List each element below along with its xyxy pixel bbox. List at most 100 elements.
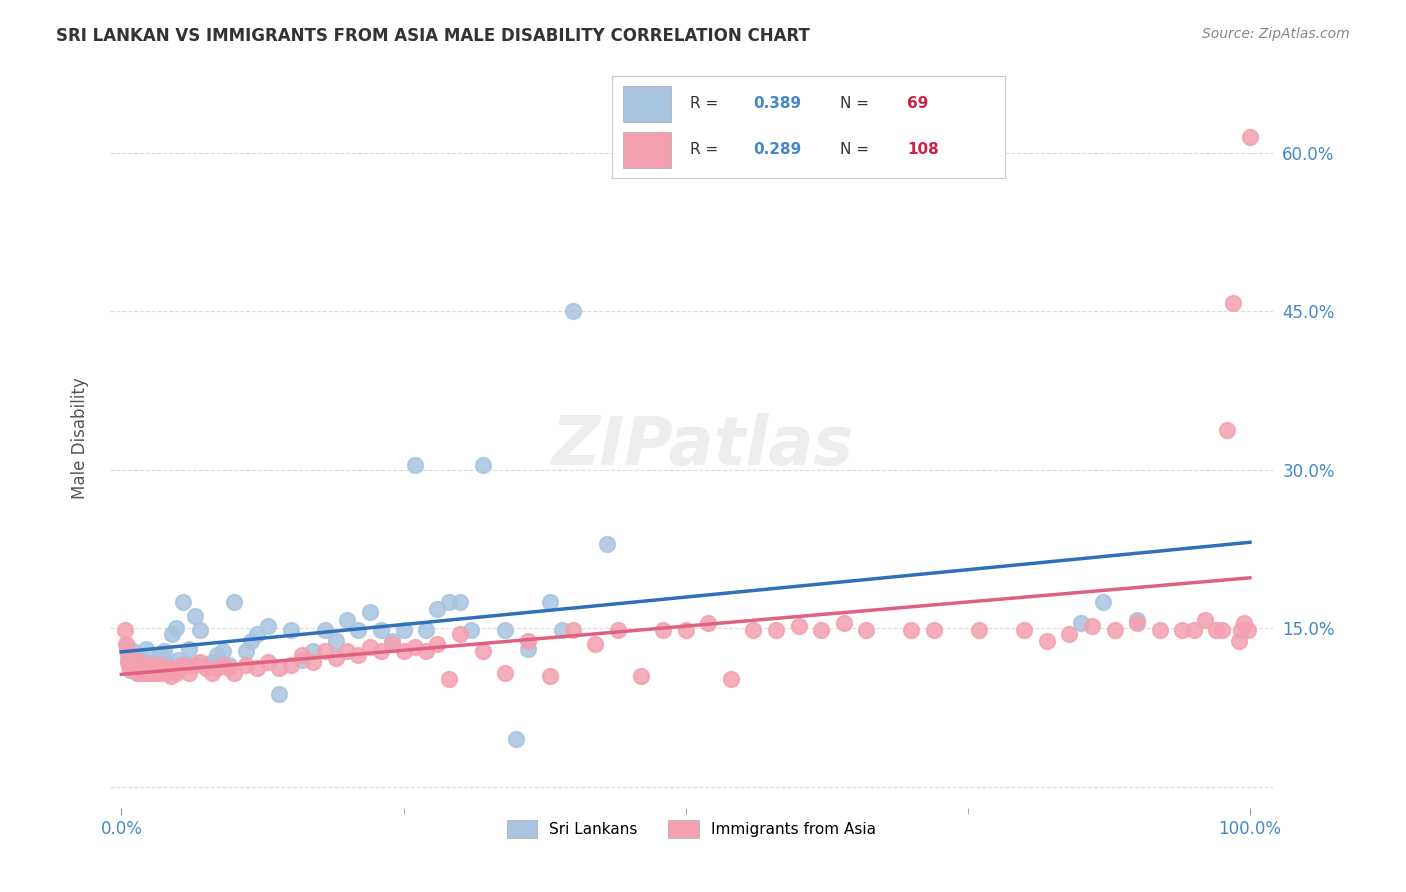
Point — [269, 661, 291, 675]
Point — [120, 664, 142, 678]
Point — [336, 644, 359, 658]
FancyBboxPatch shape — [623, 132, 671, 168]
Point — [128, 655, 150, 669]
Point — [143, 661, 166, 675]
Point — [1059, 626, 1081, 640]
Point — [183, 608, 205, 623]
Point — [124, 658, 146, 673]
Point — [381, 637, 404, 651]
Text: Source: ZipAtlas.com: Source: ZipAtlas.com — [1202, 27, 1350, 41]
Point — [269, 687, 291, 701]
Point — [246, 661, 269, 675]
Point — [1092, 595, 1115, 609]
Text: ZIPatlas: ZIPatlas — [553, 413, 853, 479]
Point — [900, 624, 922, 638]
Point — [160, 626, 183, 640]
Point — [138, 665, 160, 680]
Text: 0.289: 0.289 — [754, 142, 801, 157]
Point — [143, 655, 166, 669]
Point — [437, 595, 460, 609]
Point — [404, 640, 426, 655]
Point — [550, 624, 572, 638]
Point — [1205, 624, 1227, 638]
Point — [1104, 624, 1126, 638]
Point — [132, 661, 155, 675]
Y-axis label: Male Disability: Male Disability — [72, 377, 89, 499]
Point — [146, 665, 169, 680]
Point — [201, 655, 224, 669]
Point — [460, 624, 482, 638]
Point — [314, 644, 336, 658]
Point — [257, 619, 280, 633]
Point — [128, 655, 150, 669]
Point — [120, 661, 142, 675]
Point — [370, 644, 392, 658]
Point — [561, 624, 583, 638]
Point — [742, 624, 765, 638]
Point — [291, 653, 314, 667]
Point — [121, 653, 143, 667]
Point — [1222, 296, 1244, 310]
Point — [1227, 633, 1250, 648]
FancyBboxPatch shape — [623, 87, 671, 122]
Point — [129, 661, 152, 675]
Point — [190, 655, 212, 669]
Point — [1236, 624, 1258, 638]
Point — [314, 624, 336, 638]
Point — [121, 655, 143, 669]
Point — [471, 644, 494, 658]
Point — [142, 665, 165, 680]
Point — [155, 665, 177, 680]
Point — [280, 624, 302, 638]
Point — [1070, 615, 1092, 630]
Text: N =: N = — [839, 96, 873, 111]
Point — [218, 658, 240, 673]
Point — [195, 661, 218, 675]
Point — [172, 658, 194, 673]
Point — [583, 637, 606, 651]
Point — [1182, 624, 1205, 638]
Point — [157, 658, 180, 673]
Point — [426, 637, 449, 651]
Point — [392, 644, 415, 658]
Point — [538, 669, 561, 683]
Point — [117, 652, 139, 666]
Point — [149, 658, 172, 673]
Point — [359, 640, 381, 655]
Point — [325, 650, 347, 665]
Point — [1211, 624, 1233, 638]
Point — [139, 661, 162, 675]
Point — [125, 661, 148, 675]
Point — [415, 624, 437, 638]
Point — [117, 655, 139, 669]
Point — [136, 661, 159, 675]
Point — [280, 658, 302, 673]
Point — [183, 658, 205, 673]
Point — [224, 665, 246, 680]
Point — [138, 665, 160, 680]
Point — [142, 658, 165, 673]
Point — [165, 665, 187, 680]
Point — [125, 661, 148, 675]
Point — [787, 619, 810, 633]
Point — [1081, 619, 1104, 633]
Point — [1194, 613, 1216, 627]
Point — [201, 665, 224, 680]
Point — [224, 595, 246, 609]
Point — [141, 658, 163, 673]
Point — [131, 665, 153, 680]
Point — [146, 661, 169, 675]
Point — [176, 658, 198, 673]
Point — [370, 624, 392, 638]
Point — [195, 658, 218, 673]
Point — [630, 669, 652, 683]
Point — [115, 637, 138, 651]
Point — [149, 648, 172, 662]
Point — [127, 661, 149, 675]
Point — [207, 648, 229, 662]
Point — [1149, 624, 1171, 638]
Point — [207, 661, 229, 675]
Text: R =: R = — [690, 142, 724, 157]
Text: R =: R = — [690, 96, 724, 111]
Point — [114, 624, 136, 638]
